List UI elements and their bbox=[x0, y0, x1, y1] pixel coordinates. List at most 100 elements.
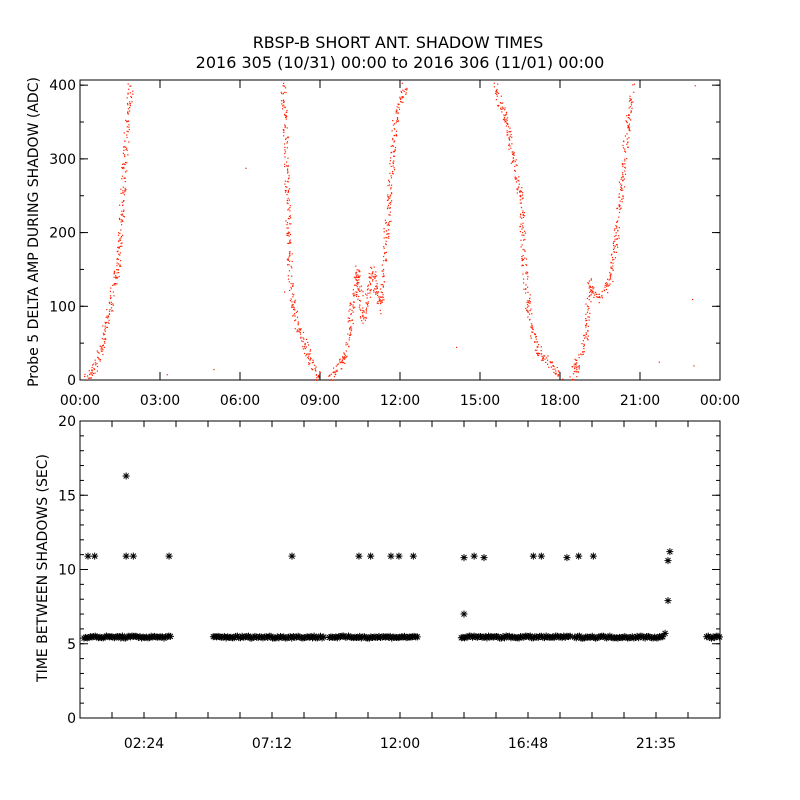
top-x-tick-label: 06:00 bbox=[220, 393, 260, 409]
amp-point bbox=[357, 298, 359, 300]
interval-point bbox=[91, 632, 99, 640]
amp-point bbox=[358, 279, 360, 281]
amp-point bbox=[123, 194, 125, 196]
amp-point bbox=[114, 282, 116, 285]
amp-point bbox=[117, 258, 119, 260]
amp-point bbox=[129, 106, 131, 109]
amp-point bbox=[505, 113, 508, 115]
amp-point bbox=[399, 96, 401, 98]
amp-point bbox=[344, 354, 346, 356]
amp-point bbox=[106, 326, 108, 328]
amp-point bbox=[392, 124, 395, 126]
amp-point bbox=[355, 265, 357, 267]
amp-point bbox=[287, 231, 290, 233]
amp-point bbox=[294, 320, 296, 322]
amp-point bbox=[526, 306, 529, 308]
amp-point bbox=[286, 227, 288, 229]
amp-point bbox=[294, 328, 296, 330]
amp-point bbox=[404, 88, 406, 90]
amp-point bbox=[284, 125, 286, 127]
interval-point bbox=[460, 554, 468, 562]
amp-point bbox=[385, 221, 387, 223]
amp-point bbox=[101, 350, 103, 352]
amp-point bbox=[344, 362, 346, 364]
amp-point bbox=[630, 104, 633, 106]
amp-point bbox=[390, 192, 393, 194]
interval-point bbox=[283, 634, 291, 642]
amp-point bbox=[558, 371, 560, 373]
amp-point bbox=[632, 101, 634, 103]
amp-point bbox=[615, 224, 617, 227]
amp-point bbox=[534, 341, 536, 343]
amp-point bbox=[102, 325, 104, 327]
amp-point bbox=[614, 251, 616, 253]
amp-point bbox=[622, 163, 624, 165]
amp-point bbox=[626, 143, 628, 145]
amp-point bbox=[586, 319, 588, 322]
top-y-tick-label: 200 bbox=[49, 226, 76, 242]
amp-point bbox=[610, 262, 612, 264]
amp-point bbox=[285, 137, 287, 139]
amp-point bbox=[583, 345, 585, 347]
amp-point bbox=[350, 313, 352, 315]
amp-point bbox=[516, 192, 518, 194]
amp-point bbox=[119, 265, 121, 267]
amp-point bbox=[103, 346, 105, 348]
amp-point bbox=[316, 379, 318, 381]
amp-point bbox=[527, 276, 529, 278]
amp-point bbox=[627, 117, 629, 119]
amp-point bbox=[126, 120, 128, 122]
amp-point bbox=[365, 293, 367, 295]
amp-point bbox=[126, 147, 128, 149]
amp-point bbox=[627, 146, 629, 148]
amp-point bbox=[288, 215, 291, 217]
interval-point bbox=[320, 633, 328, 641]
interval-point bbox=[485, 632, 493, 640]
interval-point bbox=[122, 472, 130, 480]
amp-point bbox=[94, 359, 96, 361]
amp-point bbox=[119, 254, 121, 256]
amp-point bbox=[618, 227, 620, 229]
amp-point bbox=[120, 192, 122, 194]
interval-point bbox=[91, 552, 99, 560]
amp-point bbox=[305, 355, 307, 357]
amp-point bbox=[112, 310, 114, 312]
amp-point bbox=[519, 216, 521, 218]
amp-point bbox=[537, 352, 539, 354]
amp-point bbox=[284, 151, 287, 153]
amp-point bbox=[622, 175, 624, 177]
amp-point bbox=[357, 275, 360, 277]
interval-point bbox=[703, 633, 711, 641]
amp-point bbox=[622, 164, 624, 166]
amp-point bbox=[388, 202, 390, 204]
amp-point bbox=[393, 167, 395, 169]
amp-point bbox=[292, 285, 294, 287]
amp-point bbox=[387, 196, 389, 198]
amp-point bbox=[96, 365, 99, 368]
amp-point bbox=[507, 123, 509, 126]
amp-point bbox=[348, 320, 350, 322]
interval-point bbox=[651, 633, 659, 641]
amp-point bbox=[606, 284, 608, 286]
amp-point bbox=[554, 368, 556, 370]
amp-point bbox=[357, 288, 359, 290]
amp-point bbox=[123, 149, 125, 151]
amp-point bbox=[390, 175, 392, 177]
amp-point bbox=[623, 140, 625, 143]
amp-point bbox=[388, 222, 390, 224]
amp-point bbox=[288, 218, 290, 220]
amp-point bbox=[367, 288, 369, 290]
amp-point bbox=[383, 237, 385, 239]
amp-point bbox=[529, 301, 531, 303]
interval-point bbox=[664, 597, 672, 605]
amp-point bbox=[587, 306, 589, 308]
amp-point bbox=[344, 357, 346, 359]
amp-point bbox=[544, 355, 546, 357]
amp-point bbox=[616, 238, 618, 240]
amp-point bbox=[98, 358, 100, 360]
amp-point bbox=[287, 197, 289, 200]
amp-point bbox=[352, 306, 354, 308]
amp-point bbox=[522, 210, 524, 212]
amp-point bbox=[506, 130, 508, 132]
